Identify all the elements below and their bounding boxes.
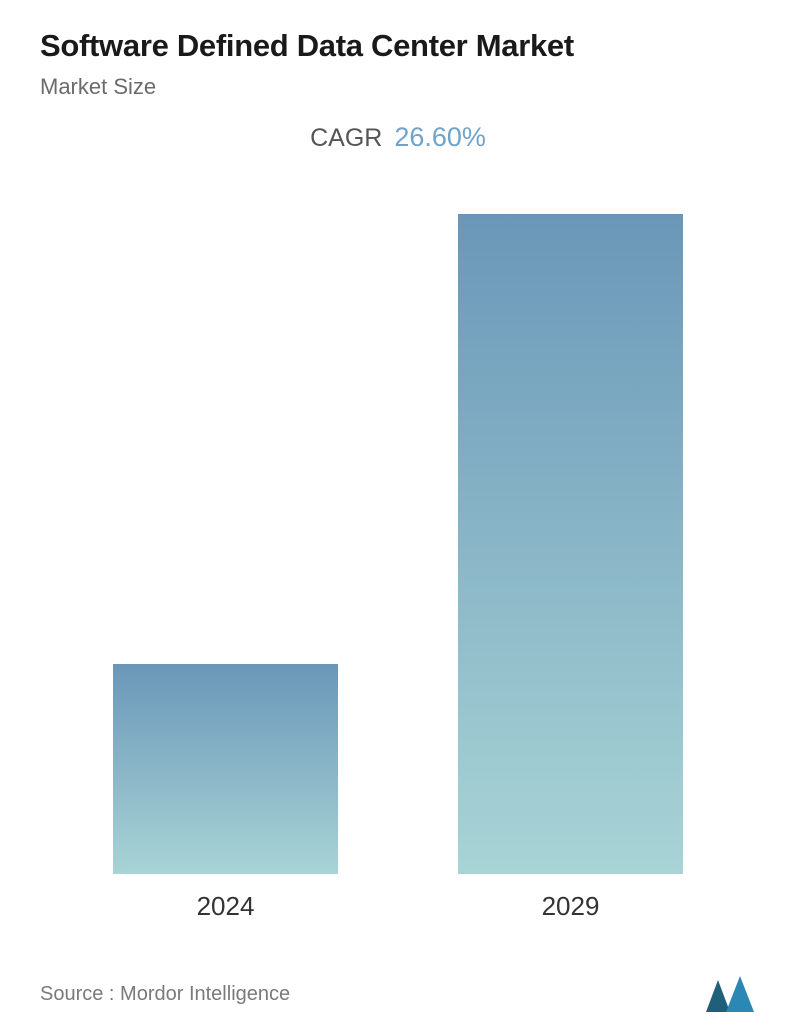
cagr-row: CAGR 26.60% [40, 122, 756, 153]
source-text: Source : Mordor Intelligence [40, 983, 290, 1006]
brand-logo-icon [704, 974, 756, 1014]
bar-group-1 [458, 183, 683, 874]
bar-1 [458, 214, 683, 874]
cagr-value: 26.60% [394, 122, 486, 153]
logo-path-right [726, 976, 754, 1012]
x-label-0: 2024 [113, 891, 338, 922]
bar-group-0 [113, 183, 338, 874]
cagr-label: CAGR [310, 124, 382, 153]
x-label-1: 2029 [458, 891, 683, 922]
chart-title: Software Defined Data Center Market [40, 28, 756, 64]
chart-plot-area: 2024 2029 [40, 183, 756, 964]
logo-path-left [706, 980, 730, 1012]
bar-0 [113, 664, 338, 874]
bars-wrapper [40, 183, 756, 874]
chart-subtitle: Market Size [40, 74, 756, 100]
footer: Source : Mordor Intelligence [40, 964, 756, 1014]
chart-container: Software Defined Data Center Market Mark… [0, 0, 796, 1034]
